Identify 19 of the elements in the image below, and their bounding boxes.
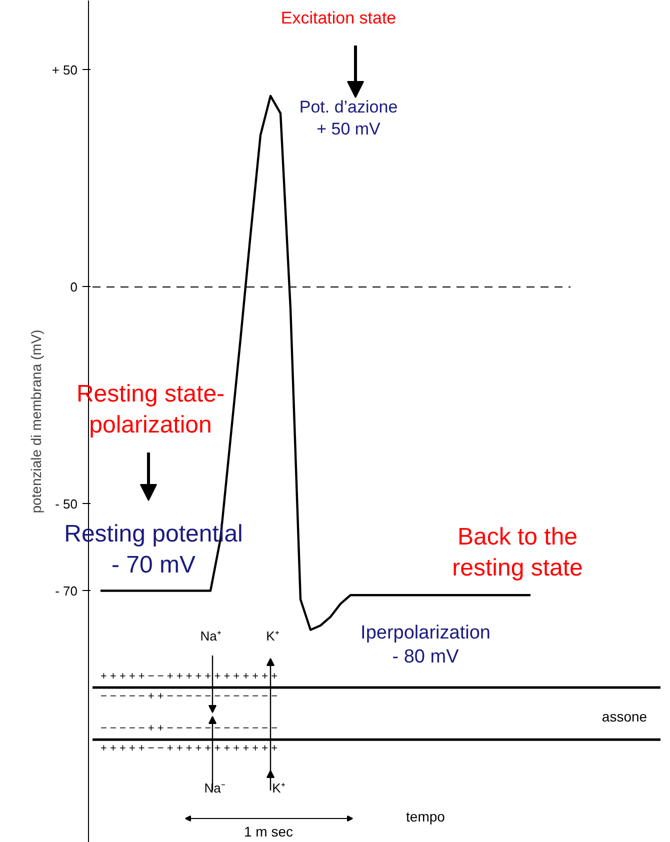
text: assone — [602, 708, 648, 724]
annotation: Iperpolarization - 80 mV — [360, 622, 490, 668]
annotation: Excitation state — [280, 8, 396, 28]
annotation: − − − − − + + − − − − − − − − − − − − — [100, 690, 278, 702]
annotation: Pot. d’azione + 50 mV — [299, 98, 398, 138]
annotation: + + + + + − − + + + + + + + + + + + + — [100, 670, 278, 682]
y-axis-title: potenziale di membrana (mV) — [28, 330, 44, 514]
y-tick-label: - 50 — [55, 496, 78, 512]
annotation: Na⁺ — [200, 628, 221, 644]
annotation: − − − − − + + − − − − − − − − − − − − — [100, 722, 278, 734]
annotation: K⁺ — [272, 780, 285, 796]
y-tick-label: + 50 — [52, 62, 78, 78]
y-tick-label: 0 — [70, 279, 78, 294]
annotation: 1 m sec — [244, 824, 294, 840]
annotation: + + + + + − − + + + + + + + + + + + + — [100, 742, 278, 754]
y-tick-label: - 70 — [55, 583, 78, 598]
annotation: K⁺ — [266, 628, 279, 644]
annotation: Back to the resting state — [452, 524, 583, 582]
annotation: tempo — [406, 808, 446, 824]
